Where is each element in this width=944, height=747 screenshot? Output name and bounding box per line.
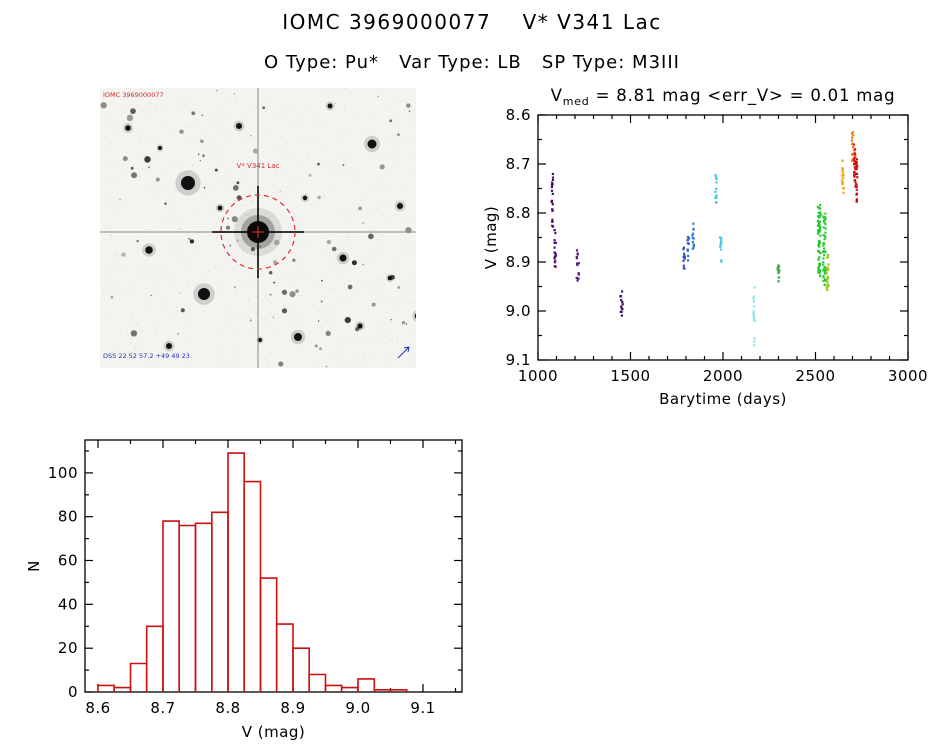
target-crosshair: [252, 226, 264, 238]
lc-ytick-label: 8.6: [506, 106, 531, 124]
hist-bar: [243, 480, 262, 692]
hist-xtick-label: 8.7: [150, 699, 175, 717]
hist-xtick-label: 8.8: [215, 699, 240, 717]
hist-ytick-label: 100: [48, 464, 78, 482]
hist-ytick-label: 40: [58, 595, 78, 613]
hist-xlabel: V (mag): [242, 723, 306, 741]
hist-bar: [194, 522, 213, 692]
lc-xlabel: Barytime (days): [659, 390, 787, 408]
lc-xtick-label: 1000: [518, 367, 558, 385]
hist-bar: [275, 623, 294, 692]
hist-bar: [145, 625, 164, 692]
hist-bar: [308, 673, 327, 692]
hist-bar: [129, 662, 148, 692]
lc-title: Vmed = 8.81 mag <err_V> = 0.01 mag: [551, 86, 896, 108]
lc-ytick-label: 9.1: [506, 351, 531, 369]
hist-bar: [357, 678, 376, 692]
hist-xtick-label: 8.6: [85, 699, 110, 717]
light-curve-plot: 1000 1500 2000 2500 3000 8.6 8.7 8.8 8.9 9.0 9.1 Ba…: [482, 86, 928, 408]
lc-xtick-label: 1500: [610, 367, 650, 385]
hist-bar: [292, 647, 310, 692]
lc-ytick-label: 9.0: [506, 302, 531, 320]
target-circle: [220, 194, 296, 270]
hist-bar: [211, 511, 229, 692]
hist-ytick-label: 0: [68, 683, 78, 701]
lc-ytick-label: 8.9: [506, 253, 531, 271]
hist-bar: [162, 520, 180, 692]
hist-bar: [259, 577, 278, 692]
figure-subtitle: O Type: Pu* Var Type: LB SP Type: M3III: [264, 52, 680, 73]
lc-ytick-label: 8.7: [506, 155, 531, 173]
compass-mark: [397, 346, 410, 359]
hist-bar: [227, 452, 245, 692]
finder-chart-image: [100, 88, 416, 368]
figure-title: IOMC 3969000077 V* V341 Lac: [282, 10, 662, 34]
hist-bar: [389, 689, 408, 692]
hist-ytick-label: 60: [58, 552, 78, 570]
lc-xtick-label: 2500: [795, 367, 835, 385]
lc-ylabel: V (mag): [482, 206, 500, 270]
hist-ytick-label: 80: [58, 508, 78, 526]
finder-target-label: V* V341 Lac: [236, 162, 280, 170]
finder-corner-label: IOMC 3969000077: [103, 91, 164, 99]
hist-bar: [324, 684, 343, 692]
hist-bar: [97, 684, 115, 692]
finder-bottom-label: DSS 22 52 57.2 +49 49 23: [103, 352, 190, 360]
hist-ytick-label: 20: [58, 639, 78, 657]
hist-bar: [113, 686, 132, 692]
lc-xtick-label: 3000: [888, 367, 928, 385]
lc-ytick-label: 8.8: [506, 204, 531, 222]
histogram-plot: 8.6 8.7 8.8 8.9 9.0 9.1 0 20 40 60 80 100 V (mag) N: [25, 439, 463, 741]
hist-ylabel: N: [25, 560, 43, 572]
lc-plot-frame: [537, 114, 909, 361]
hist-bar: [178, 524, 197, 692]
hist-xtick-label: 8.9: [280, 699, 305, 717]
lc-xtick-label: 2000: [703, 367, 743, 385]
hist-bar: [340, 686, 359, 692]
hist-xtick-label: 9.0: [345, 699, 370, 717]
hist-plot-frame: [84, 439, 463, 693]
hist-xtick-label: 9.1: [410, 699, 435, 717]
